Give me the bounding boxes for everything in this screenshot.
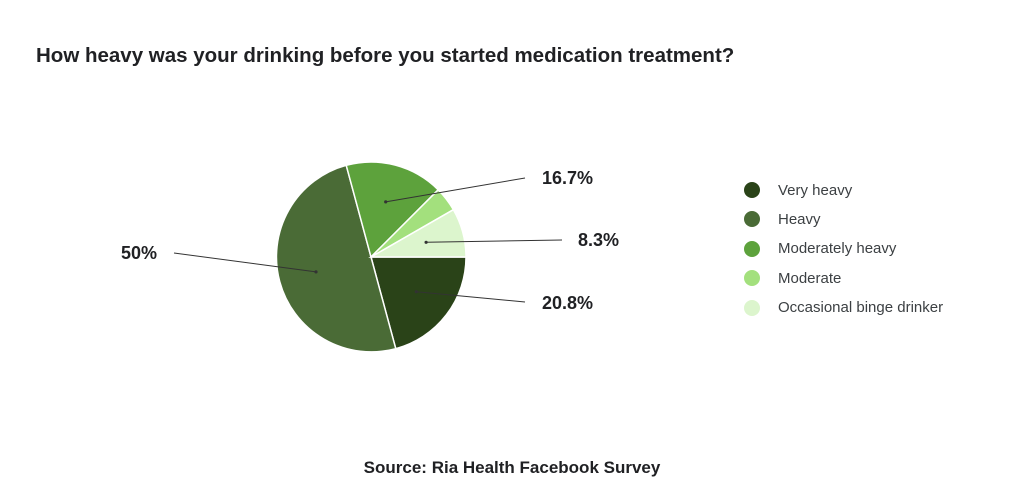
pie-slice-moderately-heavy bbox=[345, 161, 440, 259]
data-label-occasional-binge-drinker: 8.3% bbox=[578, 230, 619, 250]
legend-item-moderate: Moderate bbox=[744, 264, 943, 292]
leader-line bbox=[416, 291, 526, 303]
legend-label: Occasional binge drinker bbox=[778, 299, 944, 317]
legend-label: Moderately heavy bbox=[778, 240, 897, 258]
legend-item-occasional-binge-drinker: Occasional binge drinker bbox=[744, 294, 943, 322]
leader-line bbox=[426, 239, 563, 243]
legend-label: Heavy bbox=[778, 210, 821, 228]
chart-title: How heavy was your drinking before you s… bbox=[36, 44, 735, 67]
legend-swatch bbox=[744, 182, 760, 198]
data-label-very-heavy: 20.8% bbox=[542, 293, 593, 313]
pie-slice-very-heavy bbox=[370, 256, 467, 350]
legend: Very heavy Heavy Moderately heavy Modera… bbox=[744, 176, 943, 323]
legend-swatch bbox=[744, 299, 760, 316]
chart-source: Source: Ria Health Facebook Survey bbox=[363, 458, 661, 477]
pie-slice-heavy bbox=[275, 164, 397, 353]
legend-item-heavy: Heavy bbox=[744, 205, 943, 233]
legend-swatch bbox=[744, 270, 760, 287]
legend-swatch bbox=[744, 211, 760, 228]
legend-item-moderately-heavy: Moderately heavy bbox=[744, 235, 943, 263]
pie-slice-occasional-binge-drinker bbox=[368, 208, 467, 258]
legend-item-very-heavy: Very heavy bbox=[744, 176, 943, 204]
legend-label: Very heavy bbox=[778, 181, 853, 199]
leader-line bbox=[385, 177, 526, 203]
data-label-heavy: 50% bbox=[121, 243, 157, 263]
leader-line bbox=[173, 252, 317, 273]
data-label-moderately-heavy: 16.7% bbox=[542, 168, 593, 188]
legend-swatch bbox=[744, 240, 760, 257]
legend-label: Moderate bbox=[778, 269, 842, 287]
